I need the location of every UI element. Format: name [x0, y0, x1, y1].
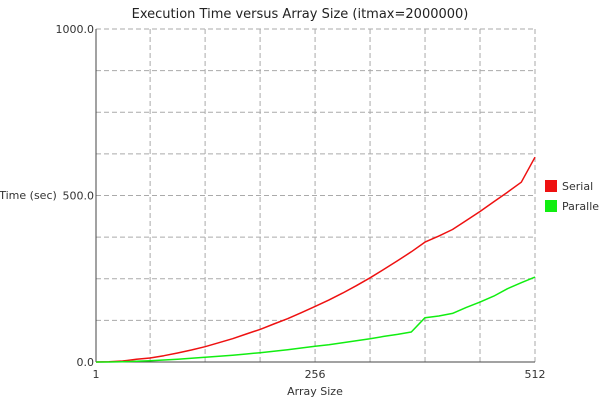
legend-swatch-serial	[545, 180, 557, 192]
y-tick-label: 0.0	[77, 356, 95, 369]
y-axis-label: Time (sec)	[0, 189, 57, 202]
x-tick-labels: 1 256 512	[93, 368, 546, 381]
x-tick-label: 256	[305, 368, 326, 381]
x-tick-label: 512	[525, 368, 546, 381]
axes	[95, 29, 535, 363]
legend: Serial Parallel	[545, 180, 600, 213]
y-tick-label: 500.0	[63, 190, 95, 203]
series-line-parallel	[96, 276, 536, 363]
legend-label-serial: Serial	[562, 180, 593, 193]
series-line-serial	[95, 156, 536, 363]
x-tick-label: 1	[93, 368, 100, 381]
series-lines	[95, 156, 536, 363]
legend-swatch-parallel	[545, 200, 557, 212]
x-axis-label: Array Size	[287, 385, 343, 398]
legend-label-parallel: Parallel	[562, 200, 600, 213]
y-tick-label: 1000.0	[56, 23, 95, 36]
y-tick-labels: 0.0 500.0 1000.0	[56, 23, 95, 369]
grid	[96, 28, 536, 362]
chart-title: Execution Time versus Array Size (itmax=…	[132, 7, 469, 22]
